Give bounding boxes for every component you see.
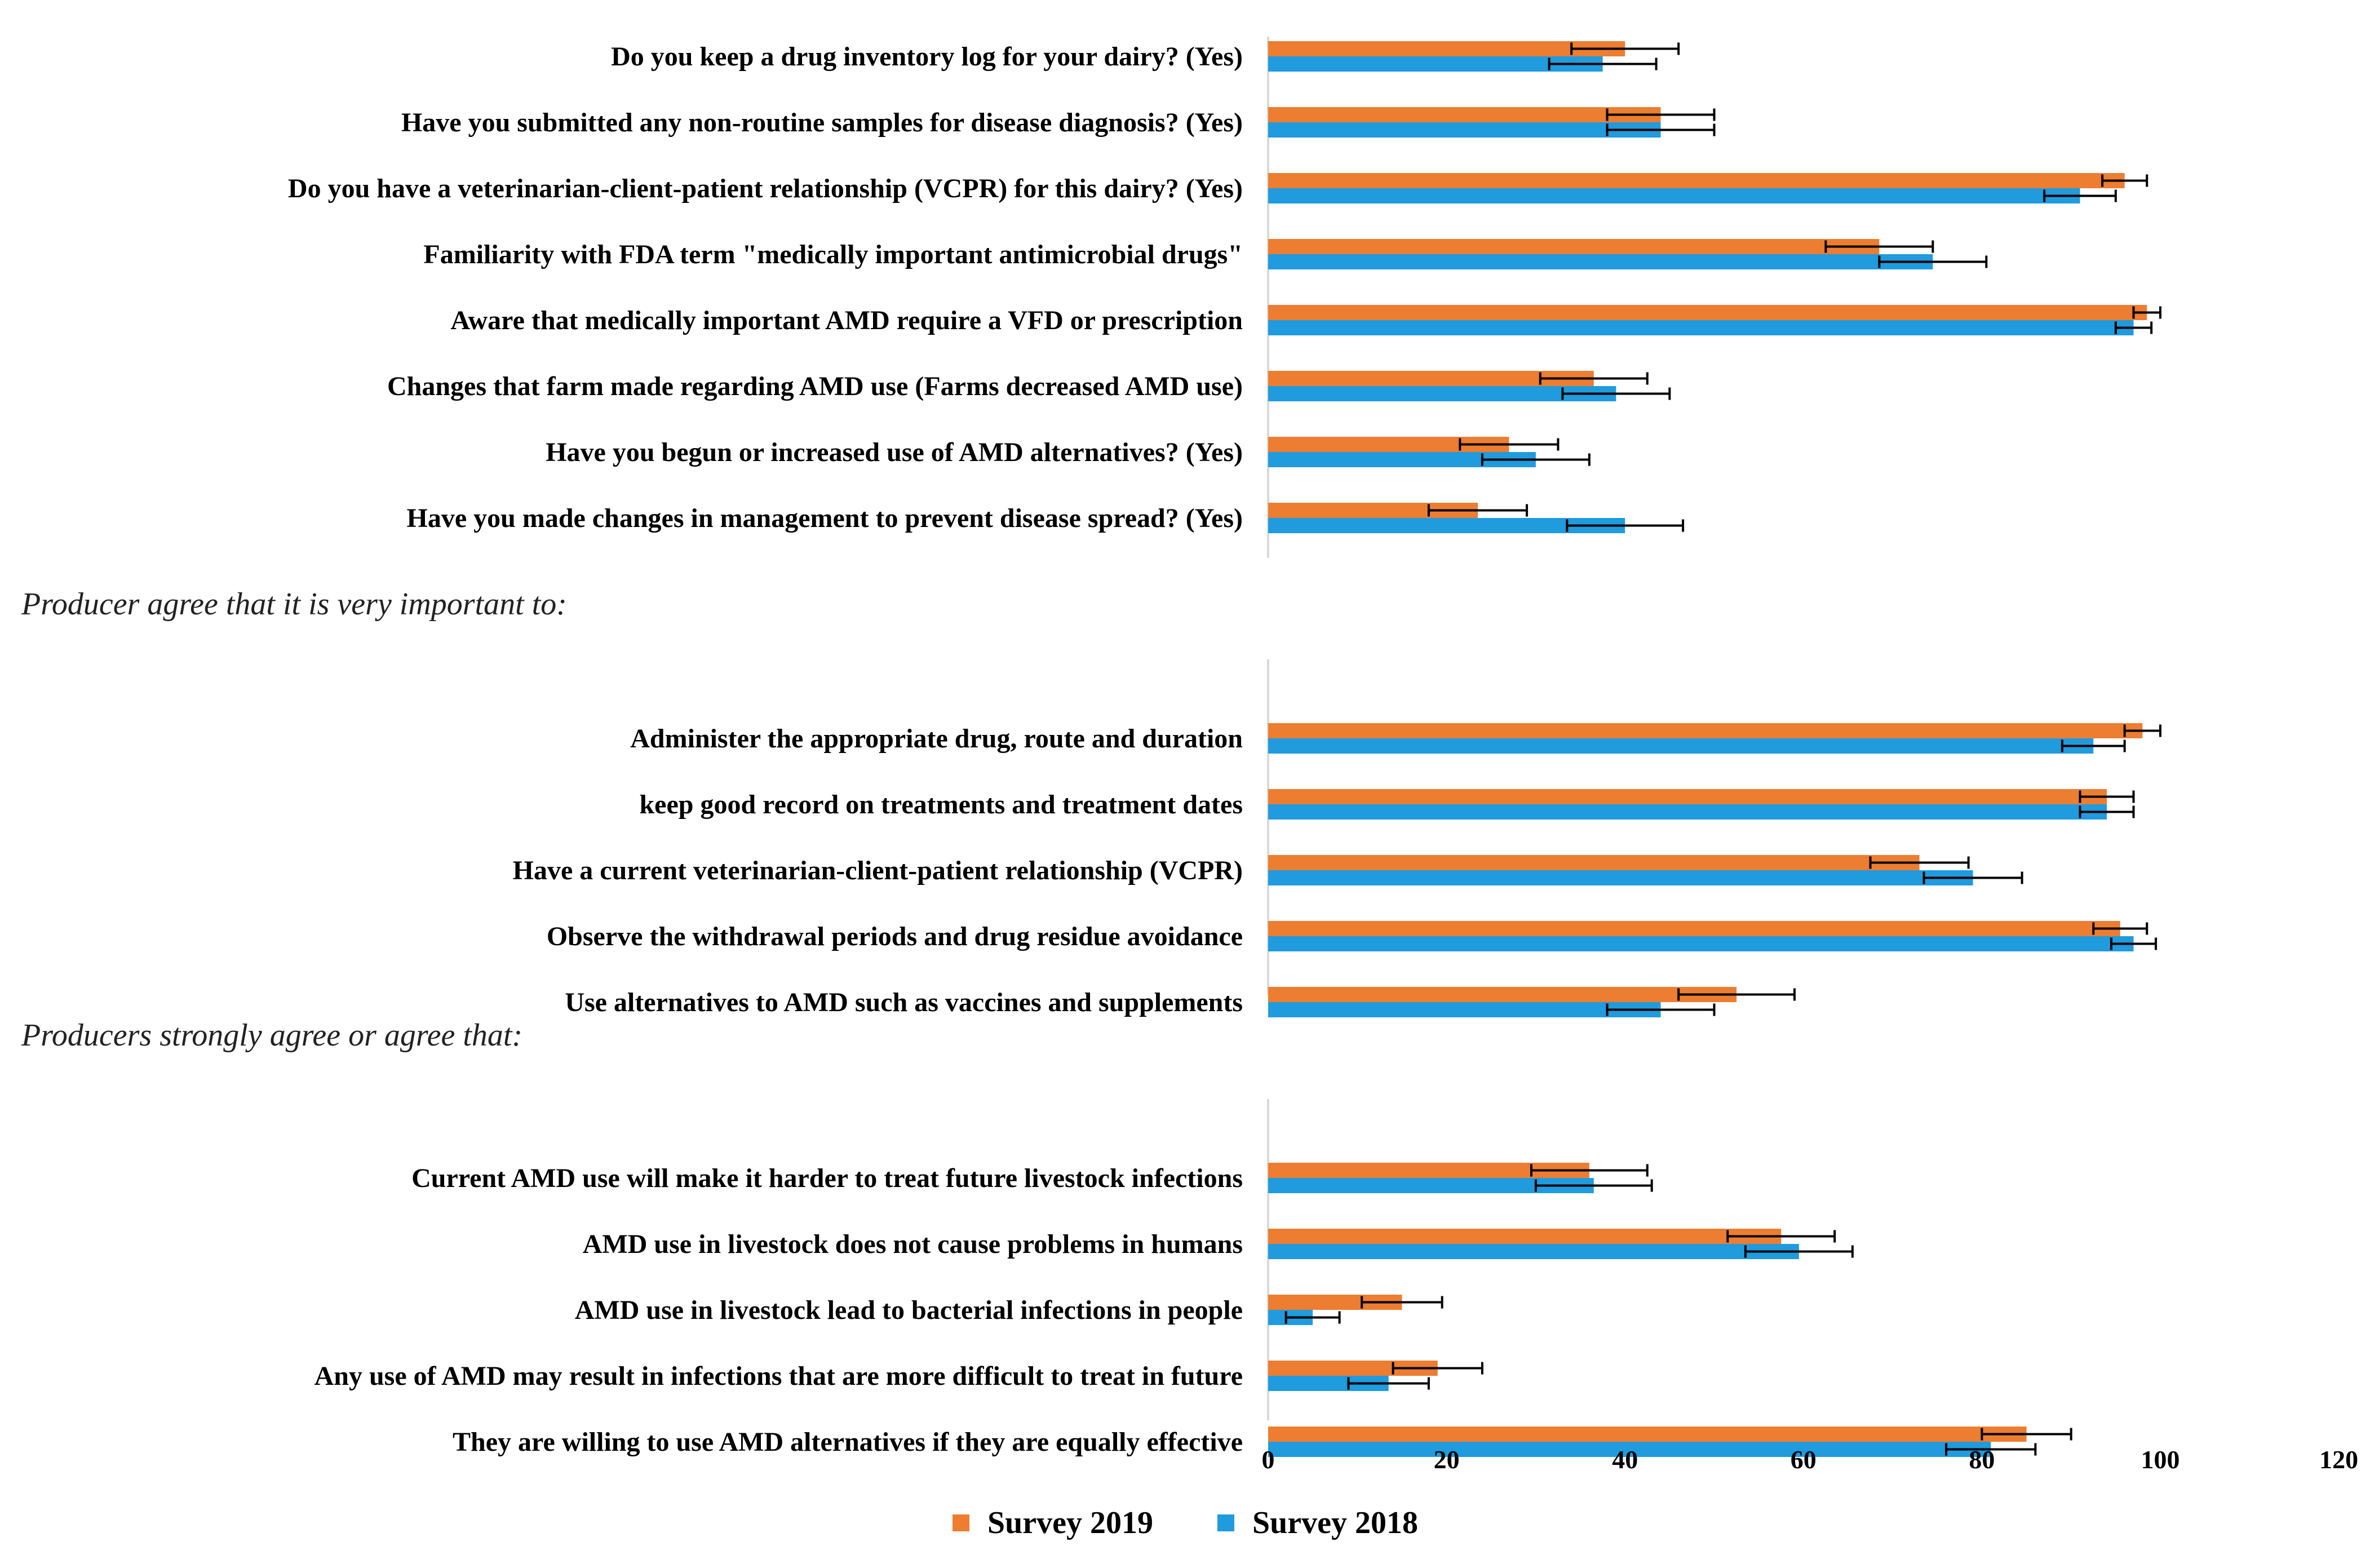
legend-label: Survey 2019 [987,1505,1153,1540]
bar-2018 [1268,738,2094,754]
errorbar-2019 [1530,1164,1649,1177]
category-label: Do you have a veterinarian-client-patien… [288,174,1243,203]
bar-group-3: Producers strongly agree or agree that: C… [21,1018,2072,1457]
errorbar-2019 [2101,174,2148,187]
category-label: Have a current veterinarian-client-patie… [513,856,1243,885]
bar-2018 [1268,188,2080,203]
category-label: Aware that medically important AMD requi… [450,305,1243,335]
legend-label: Survey 2018 [1252,1505,1418,1540]
bar-2018 [1268,56,1603,72]
x-tick-label: 40 [1612,1445,1638,1474]
errorbar-2018 [1606,1003,1716,1016]
x-tick-label: 80 [1969,1445,1995,1474]
legend-swatch [1217,1514,1234,1531]
bar-2018 [1268,386,1616,401]
category-label: AMD use in livestock does not cause prob… [583,1229,1243,1259]
x-tick-label: 20 [1434,1445,1460,1474]
errorbar-2019 [1361,1296,1443,1309]
bar-2019 [1268,173,2125,188]
errorbar-2019 [2092,922,2148,935]
section-heading: Producers strongly agree or agree that: [21,1018,522,1053]
x-tick-label: 100 [2141,1445,2180,1474]
errorbar-2018 [1878,255,1988,268]
errorbar-2018 [1284,1311,1341,1324]
errorbar-2018 [2114,321,2153,334]
errorbar-2019 [2079,790,2135,803]
errorbar-2018 [2110,937,2158,950]
bar-2018 [1268,1244,1799,1259]
bar-2019 [1268,1229,1782,1244]
errorbar-2019 [1427,504,1529,517]
bar-group-1: Do you keep a drug inventory log for you… [288,37,2161,558]
bar-2018 [1268,804,2107,820]
errorbar-2019 [1459,438,1560,451]
category-label: Changes that farm made regarding AMD use… [387,371,1243,401]
x-tick-label: 60 [1791,1445,1817,1474]
errorbar-2018 [1566,519,1685,532]
errorbar-2019 [2132,306,2161,319]
errorbar-2019 [1869,856,1970,869]
errorbar-2018 [1548,57,1658,70]
category-label: Current AMD use will make it harder to t… [411,1163,1243,1193]
errorbar-2018 [1922,871,2023,884]
errorbar-2018 [1606,123,1716,136]
errorbar-2019 [1606,108,1716,121]
x-axis: 0 20 40 60 80 100 120 [1262,1445,2359,1474]
errorbar-2018 [1744,1245,1854,1258]
category-label: Have you begun or increased use of AMD a… [546,437,1243,467]
bar-2019 [1268,107,1661,122]
category-label: Do you keep a drug inventory log for you… [611,42,1243,72]
bar-2018 [1268,1002,1661,1017]
errorbar-2019 [1726,1230,1836,1243]
bar-group-2: Producer agree that it is very important… [21,587,2161,1017]
bar-2018 [1268,320,2134,335]
x-tick-label: 120 [2319,1445,2358,1474]
bar-2018 [1268,122,1661,138]
errorbar-2019 [1392,1362,1483,1375]
errorbar-2019 [1539,372,1649,385]
category-label: They are willing to use AMD alternatives… [453,1427,1243,1457]
errorbar-2018 [2043,189,2117,202]
bar-2018 [1268,870,1973,885]
section-heading: Producer agree that it is very important… [21,587,567,622]
errorbar-2019 [1570,42,1680,55]
bar-2018 [1268,1442,1991,1457]
errorbar-2019 [1677,988,1796,1001]
category-label: Have you made changes in management to p… [407,503,1243,533]
errorbar-2018 [1347,1377,1430,1390]
bar-2018 [1268,254,1933,269]
errorbar-2018 [1945,1443,2037,1456]
bar-2018 [1268,936,2134,951]
errorbar-2018 [1534,1179,1653,1192]
category-label: Use alternatives to AMD such as vaccines… [565,987,1243,1017]
category-label: AMD use in livestock lead to bacterial i… [575,1295,1243,1325]
x-tick-label: 0 [1262,1445,1275,1474]
bar-2019 [1268,921,2120,936]
legend-swatch [953,1514,969,1531]
errorbar-2019 [1824,240,1934,253]
category-label: Administer the appropriate drug, route a… [630,724,1243,754]
errorbar-2018 [1561,387,1671,400]
category-label: Have you submitted any non-routine sampl… [401,108,1243,138]
bar-2019 [1268,855,1920,870]
bar-2019 [1268,239,1880,254]
errorbar-2018 [2079,805,2135,818]
bar-2019 [1268,723,2143,738]
errorbar-2019 [1981,1428,2072,1441]
errorbar-2019 [2123,724,2161,737]
bar-2019 [1268,987,1737,1002]
bar-2019 [1268,789,2107,804]
category-label: Observe the withdrawal periods and drug … [547,922,1243,951]
errorbar-2018 [1481,453,1591,466]
bar-2019 [1268,41,1625,56]
legend: Survey 2019 Survey 2018 [953,1505,1418,1540]
category-label: Familiarity with FDA term "medically imp… [423,240,1243,269]
category-label: keep good record on treatments and treat… [639,790,1243,820]
bar-2018 [1268,518,1625,533]
bar-2019 [1268,1427,2027,1442]
category-label: Any use of AMD may result in infections … [314,1361,1243,1391]
errorbar-2018 [2061,739,2126,752]
bar-2019 [1268,305,2147,320]
